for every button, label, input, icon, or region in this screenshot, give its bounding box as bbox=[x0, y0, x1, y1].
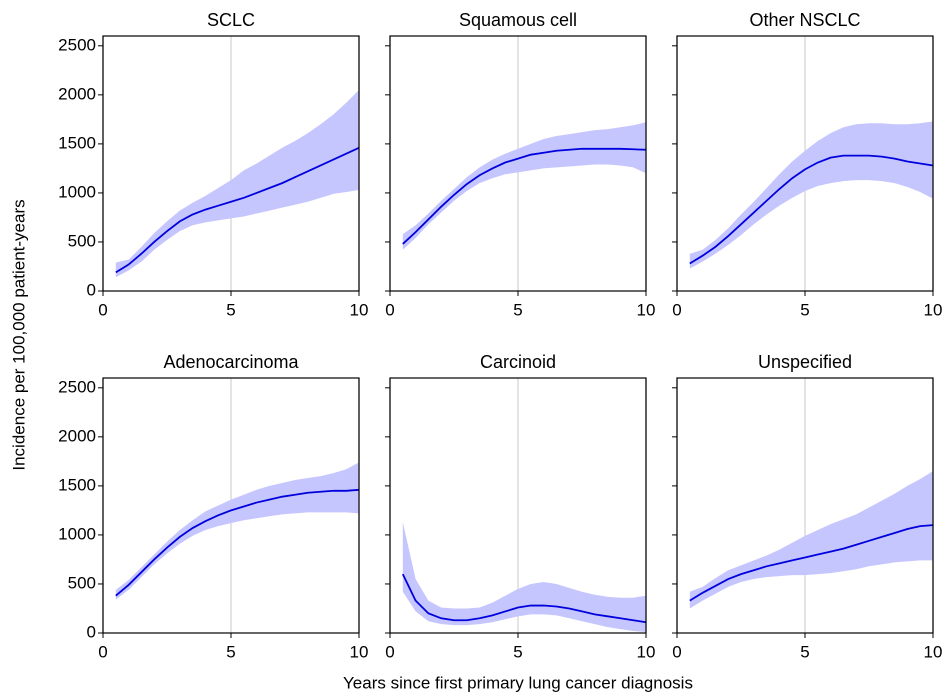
panel: SCLC 0 5 10 0 500 1000 1500 2000 2500 bbox=[58, 10, 368, 320]
x-tick-label: 0 bbox=[385, 642, 394, 661]
panel: Other NSCLC 0 5 10 bbox=[672, 10, 943, 319]
x-tick-label: 5 bbox=[800, 642, 809, 661]
x-tick-label: 10 bbox=[350, 642, 369, 661]
line bbox=[689, 154, 934, 265]
line bbox=[115, 488, 360, 597]
x-tick-label: 10 bbox=[350, 300, 369, 319]
panel: Unspecified 0 5 10 bbox=[672, 352, 943, 661]
y-tick-label: 0 bbox=[87, 622, 96, 641]
line bbox=[401, 573, 647, 624]
x-axis-label: Years since first primary lung cancer di… bbox=[343, 673, 693, 692]
panel-title: Unspecified bbox=[758, 352, 852, 372]
confidence-band bbox=[689, 471, 933, 609]
y-tick-label: 1000 bbox=[58, 182, 96, 201]
panel-title: Other NSCLC bbox=[749, 10, 860, 30]
y-tick-label: 2000 bbox=[58, 426, 96, 445]
y-tick-label: 2500 bbox=[58, 377, 96, 396]
x-tick-label: 5 bbox=[800, 300, 809, 319]
y-axis-label: Incidence per 100,000 patient-years bbox=[9, 199, 28, 470]
y-tick-label: 500 bbox=[68, 573, 96, 592]
y-tick-label: 1500 bbox=[58, 133, 96, 152]
x-tick-label: 5 bbox=[226, 642, 235, 661]
panel-title: Carcinoid bbox=[480, 352, 556, 372]
x-tick-label: 10 bbox=[924, 300, 943, 319]
y-tick-label: 1000 bbox=[58, 524, 96, 543]
y-tick-label: 2000 bbox=[58, 84, 96, 103]
panel-title: SCLC bbox=[207, 10, 255, 30]
panel: Carcinoid 0 5 10 bbox=[385, 352, 656, 661]
confidence-band bbox=[115, 462, 359, 600]
confidence-band bbox=[689, 121, 933, 269]
panel: Squamous cell 0 5 10 bbox=[385, 10, 656, 319]
y-tick-label: 1500 bbox=[58, 475, 96, 494]
x-tick-label: 0 bbox=[98, 300, 107, 319]
line bbox=[689, 524, 934, 602]
panel: Adenocarcinoma 0 5 10 0 500 1000 1500 2000 2500 bbox=[58, 352, 368, 662]
x-tick-label: 10 bbox=[637, 300, 656, 319]
x-tick-label: 5 bbox=[513, 642, 522, 661]
x-tick-label: 10 bbox=[924, 642, 943, 661]
line bbox=[402, 147, 647, 245]
panel-title: Adenocarcinoma bbox=[163, 352, 299, 372]
x-tick-label: 10 bbox=[637, 642, 656, 661]
x-tick-label: 0 bbox=[98, 642, 107, 661]
confidence-band bbox=[402, 122, 646, 250]
y-tick-label: 2500 bbox=[58, 35, 96, 54]
x-tick-label: 0 bbox=[672, 642, 681, 661]
y-tick-label: 0 bbox=[87, 280, 96, 299]
x-tick-label: 0 bbox=[385, 300, 394, 319]
y-tick-label: 500 bbox=[68, 231, 96, 250]
confidence-band bbox=[115, 89, 359, 278]
confidence-band bbox=[402, 522, 646, 633]
line bbox=[115, 146, 360, 274]
x-tick-label: 5 bbox=[513, 300, 522, 319]
panel-title: Squamous cell bbox=[459, 10, 577, 30]
x-tick-label: 0 bbox=[672, 300, 681, 319]
x-tick-label: 5 bbox=[226, 300, 235, 319]
